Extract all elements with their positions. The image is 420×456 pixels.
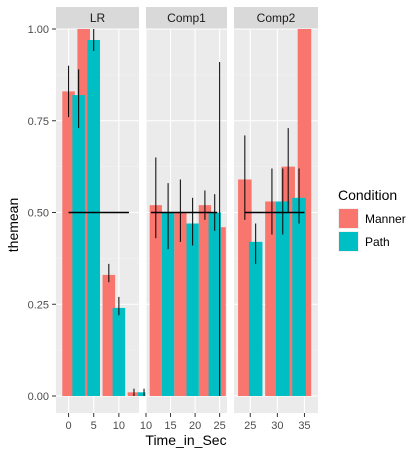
x-tick-label: 30 [271,420,283,432]
x-tick-label: 10 [140,420,152,432]
legend-swatch-path [339,232,358,251]
bar-manner [238,179,252,396]
bar-manner [102,274,116,396]
bar-manner [265,201,279,396]
bar-path [276,201,290,396]
facet-strip-label: Comp1 [167,11,206,25]
facet-strip [234,7,318,29]
bar-manner [149,205,162,396]
legend-label-manner: Manner [365,212,406,226]
x-axis-title: Time_in_Sec [145,432,226,448]
x-tick-label: 20 [189,420,201,432]
y-tick-label: 0.00 [28,391,49,403]
facet-strip-label: LR [90,11,106,25]
bar-manner [174,212,187,396]
y-tick-label: 0.50 [28,208,49,220]
x-tick-label: 25 [214,420,226,432]
panel-lr: LR 0 5 10 [56,7,151,432]
legend-label-path: Path [365,235,390,249]
x-tick-label: 0 [66,420,72,432]
y-axis-title: themean [5,198,21,252]
y-axis: 0.00 0.25 0.50 0.75 1.00 [28,24,56,403]
panel-comp2: Comp2 25 30 35 [234,7,318,432]
facet-strip [146,7,227,29]
bar-manner [198,205,212,396]
x-tick-label: 35 [298,420,310,432]
facet-panels: LR 0 5 10 Comp1 10 15 20 25 Comp2 25 30 35 [56,7,318,432]
x-tick-label: 10 [113,420,125,432]
facet-strip-label: Comp2 [257,11,296,25]
bar-path [72,95,85,396]
legend-swatch-manner [339,209,358,228]
y-tick-label: 0.25 [28,299,49,311]
bar-path [186,223,199,396]
y-tick-label: 1.00 [28,24,49,36]
bar-path [87,40,101,396]
bar-path [208,212,221,396]
panel-comp1: Comp1 10 15 20 25 [140,7,227,432]
bar-manner [62,91,75,396]
bar-path [248,241,263,396]
x-tick-label: 25 [244,420,256,432]
y-tick-label: 0.75 [28,116,49,128]
x-tick-label: 5 [91,420,97,432]
legend-title: Condition [338,187,397,203]
bar-path [112,307,126,396]
x-tick-label: 15 [164,420,176,432]
facet-strip [56,7,139,29]
bar-path [292,197,306,396]
legend: Condition Manner Path [338,187,406,252]
bar-path [161,212,175,396]
